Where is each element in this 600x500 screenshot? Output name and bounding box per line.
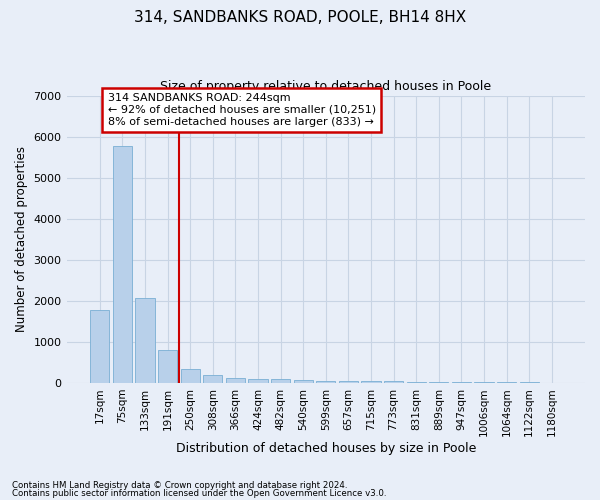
Bar — [90, 310, 109, 383]
Bar — [452, 382, 471, 383]
Bar — [361, 381, 380, 383]
Bar — [316, 381, 335, 383]
Bar — [226, 378, 245, 383]
Bar — [248, 378, 268, 383]
Bar — [429, 382, 448, 383]
Text: Contains public sector information licensed under the Open Government Licence v3: Contains public sector information licen… — [12, 488, 386, 498]
Bar — [407, 382, 426, 383]
Text: Contains HM Land Registry data © Crown copyright and database right 2024.: Contains HM Land Registry data © Crown c… — [12, 481, 347, 490]
Bar — [475, 382, 494, 383]
Bar — [339, 381, 358, 383]
Bar — [203, 375, 223, 383]
Bar — [113, 146, 132, 383]
Bar — [136, 298, 155, 383]
X-axis label: Distribution of detached houses by size in Poole: Distribution of detached houses by size … — [176, 442, 476, 455]
Bar — [181, 369, 200, 383]
Text: 314, SANDBANKS ROAD, POOLE, BH14 8HX: 314, SANDBANKS ROAD, POOLE, BH14 8HX — [134, 10, 466, 25]
Y-axis label: Number of detached properties: Number of detached properties — [15, 146, 28, 332]
Bar — [293, 380, 313, 383]
Bar — [271, 378, 290, 383]
Title: Size of property relative to detached houses in Poole: Size of property relative to detached ho… — [160, 80, 491, 93]
Bar — [384, 381, 403, 383]
Bar — [158, 350, 177, 383]
Text: 314 SANDBANKS ROAD: 244sqm
← 92% of detached houses are smaller (10,251)
8% of s: 314 SANDBANKS ROAD: 244sqm ← 92% of deta… — [107, 94, 376, 126]
